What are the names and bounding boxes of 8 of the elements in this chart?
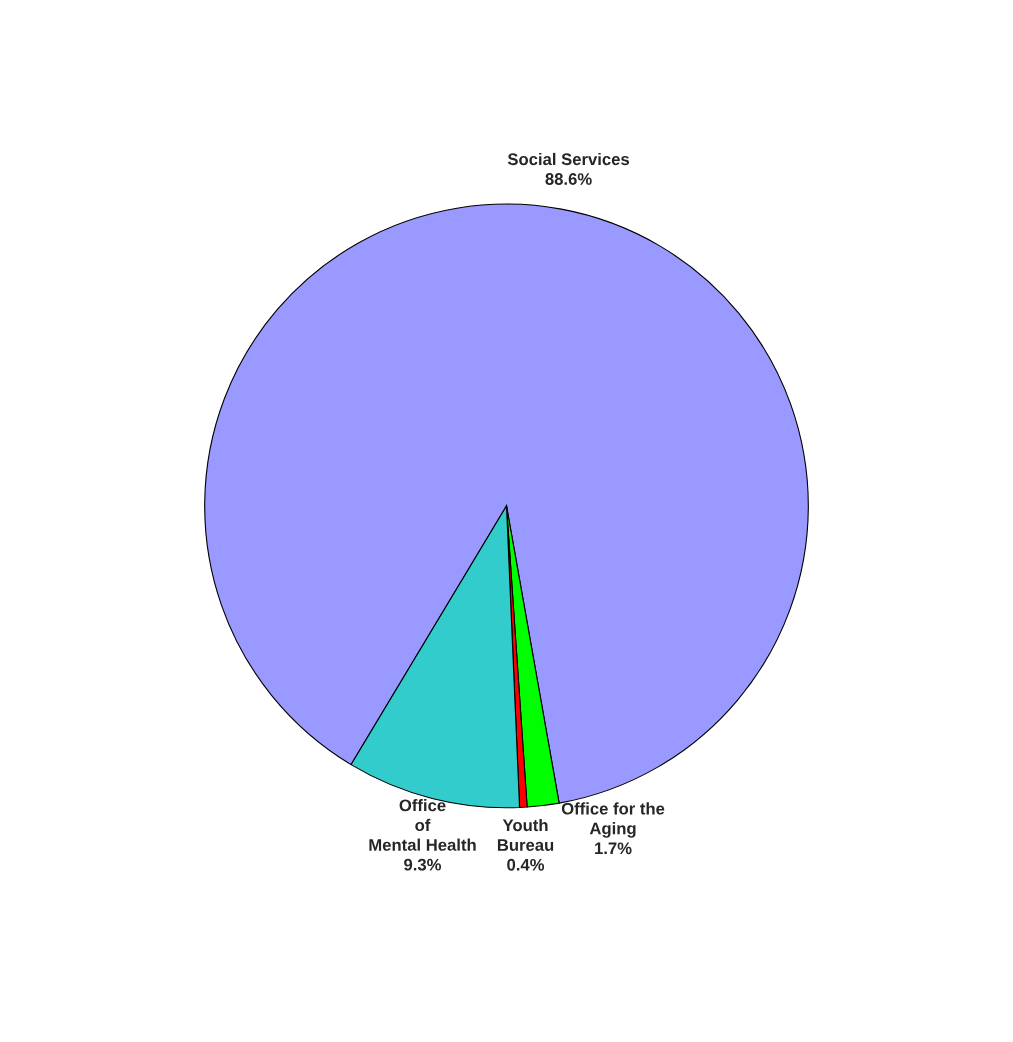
slice-label: Social Services [507,152,630,166]
data-label: 88.6% [545,173,592,185]
data-label: 9.3% [404,858,442,871]
data-label: 1.7% [595,842,632,855]
data-label: 0.4% [507,858,545,871]
slice-label: Office for the Aging [561,802,665,838]
slice-label: Youth Bureau [497,818,554,851]
slice-label: Office of Mental Health [369,799,476,851]
